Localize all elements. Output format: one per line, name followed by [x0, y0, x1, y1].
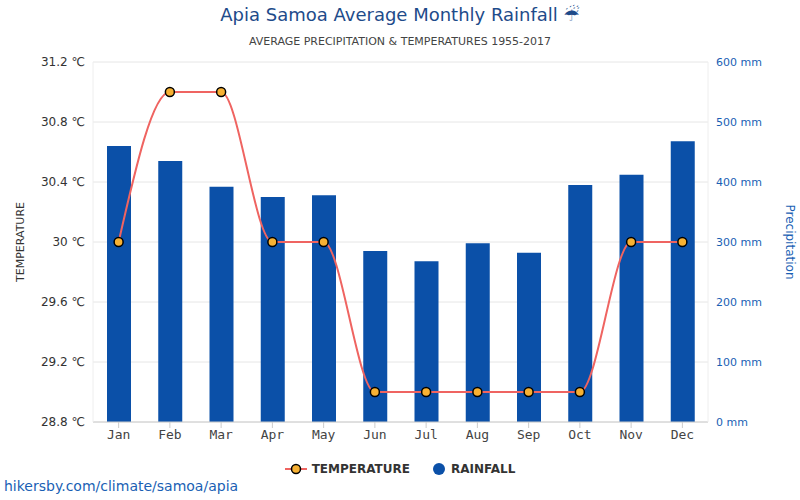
svg-text:200 mm: 200 mm — [716, 296, 762, 309]
svg-text:400 mm: 400 mm — [716, 176, 762, 189]
svg-text:Aug: Aug — [466, 427, 489, 442]
html-text:TEMPERATURE: TEMPERATURE — [311, 462, 410, 476]
svg-text:Apr: Apr — [261, 427, 285, 442]
svg-text:29.2 ℃: 29.2 ℃ — [41, 355, 85, 369]
svg-text:600 mm: 600 mm — [716, 56, 762, 69]
svg-text:May: May — [312, 427, 336, 442]
html-text:Apia Samoa Average Monthly Rai: Apia Samoa Average Monthly Rainfall ☔ — [220, 4, 580, 25]
svg-text:300 mm: 300 mm — [716, 236, 762, 249]
svg-text:30 ℃: 30 ℃ — [52, 235, 85, 249]
svg-text:Sep: Sep — [517, 427, 541, 442]
svg-text:TEMPERATURE: TEMPERATURE — [14, 202, 27, 283]
svg-text:Precipitation: Precipitation — [783, 204, 792, 279]
svg-text:Feb: Feb — [158, 427, 182, 442]
svg-text:31.2 ℃: 31.2 ℃ — [41, 55, 85, 69]
svg-text:Jan: Jan — [107, 427, 130, 442]
svg-text:0 mm: 0 mm — [716, 416, 748, 429]
svg-text:Oct: Oct — [568, 427, 591, 442]
svg-text:30.4 ℃: 30.4 ℃ — [41, 175, 85, 189]
svg-text:Nov: Nov — [619, 427, 643, 442]
html-text:hikersby.com/climate/samoa/api: hikersby.com/climate/samoa/apia — [4, 478, 239, 494]
svg-text:28.8 ℃: 28.8 ℃ — [41, 415, 85, 429]
svg-text:Dec: Dec — [671, 427, 694, 442]
svg-text:500 mm: 500 mm — [716, 116, 762, 129]
svg-text:100 mm: 100 mm — [716, 356, 762, 369]
svg-text:30.8 ℃: 30.8 ℃ — [41, 115, 85, 129]
svg-text:Jul: Jul — [414, 427, 437, 442]
html-text:RAINFALL: RAINFALL — [450, 462, 516, 476]
svg-text:Mar: Mar — [209, 427, 233, 442]
svg-text:Jun: Jun — [363, 427, 386, 442]
svg-text:29.6 ℃: 29.6 ℃ — [41, 295, 85, 309]
html-text:AVERAGE PRECIPITATION & TEMPER: AVERAGE PRECIPITATION & TEMPERATURES 195… — [248, 35, 552, 48]
